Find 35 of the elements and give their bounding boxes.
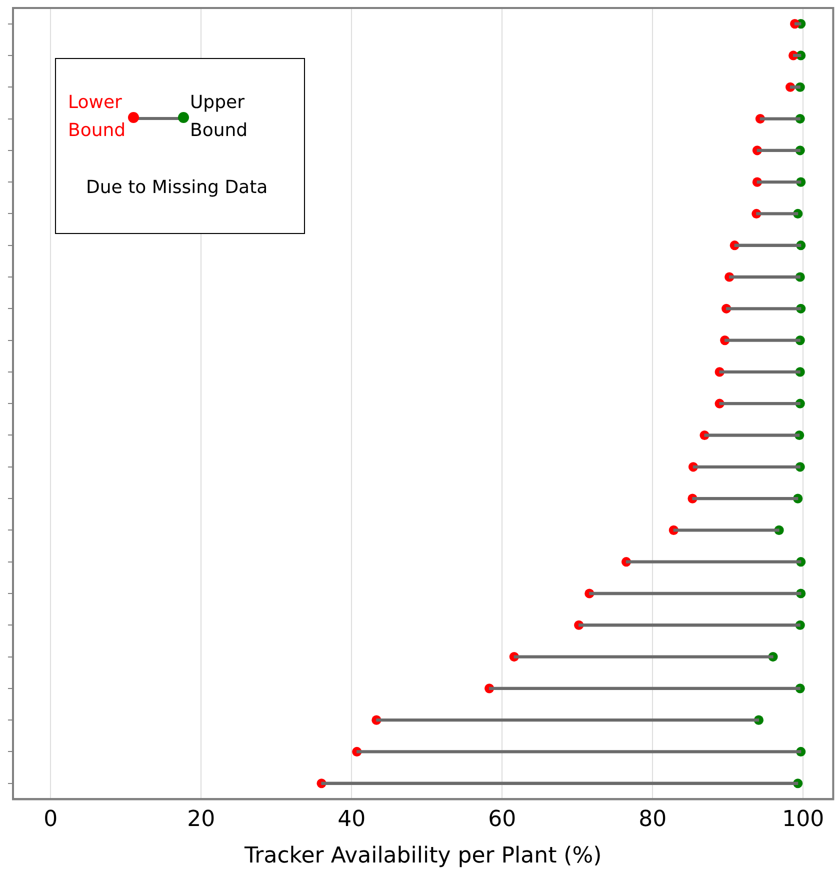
- x-tick-label: 80: [638, 807, 667, 832]
- bar: [734, 244, 802, 247]
- bar: [321, 782, 798, 785]
- legend-label: Upper Bound: [190, 91, 249, 143]
- bar: [756, 212, 798, 216]
- bar: [704, 434, 800, 437]
- bar: [792, 54, 802, 58]
- bar: [376, 718, 760, 722]
- legend-box: Lower Bound Upper Bound Due to Missing Data: [55, 58, 305, 234]
- x-tick-label: 60: [488, 807, 516, 832]
- bar: [692, 496, 798, 500]
- bar: [692, 465, 800, 468]
- annotation: Due to Missing Data: [86, 177, 268, 198]
- bar: [578, 624, 800, 627]
- bar: [729, 275, 800, 279]
- bar: [726, 307, 802, 310]
- x-tick-label: 20: [187, 807, 216, 832]
- bar: [724, 338, 800, 342]
- bar: [488, 686, 800, 690]
- bar: [719, 370, 800, 374]
- x-tick-label: 100: [782, 807, 824, 832]
- bar: [589, 592, 802, 596]
- x-tick-label: 40: [338, 807, 366, 832]
- x-tick-label: 0: [44, 807, 58, 832]
- bar: [790, 86, 800, 89]
- bar: [794, 22, 802, 26]
- bar: [673, 528, 780, 532]
- bar: [756, 148, 800, 152]
- bar: [514, 655, 774, 658]
- bar: [760, 117, 800, 120]
- x-axis-title: Tracker Availability per Plant (%): [243, 844, 602, 869]
- bar: [356, 750, 802, 754]
- bar: [626, 560, 802, 564]
- bar: [756, 180, 802, 184]
- bar: [719, 402, 800, 406]
